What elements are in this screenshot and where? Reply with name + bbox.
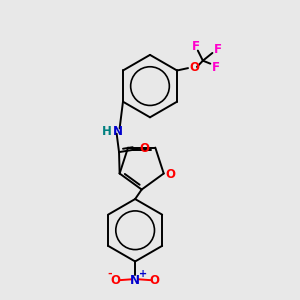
Text: O: O — [190, 61, 200, 74]
Text: O: O — [149, 274, 160, 287]
Text: F: F — [214, 43, 222, 56]
Text: H: H — [102, 125, 112, 138]
Text: O: O — [139, 142, 149, 155]
Text: F: F — [191, 40, 200, 53]
Text: +: + — [139, 269, 147, 279]
Text: O: O — [111, 274, 121, 287]
Text: F: F — [212, 61, 220, 74]
Text: -: - — [107, 268, 112, 279]
Text: N: N — [130, 274, 140, 287]
Text: N: N — [113, 125, 123, 138]
Text: O: O — [165, 168, 175, 181]
